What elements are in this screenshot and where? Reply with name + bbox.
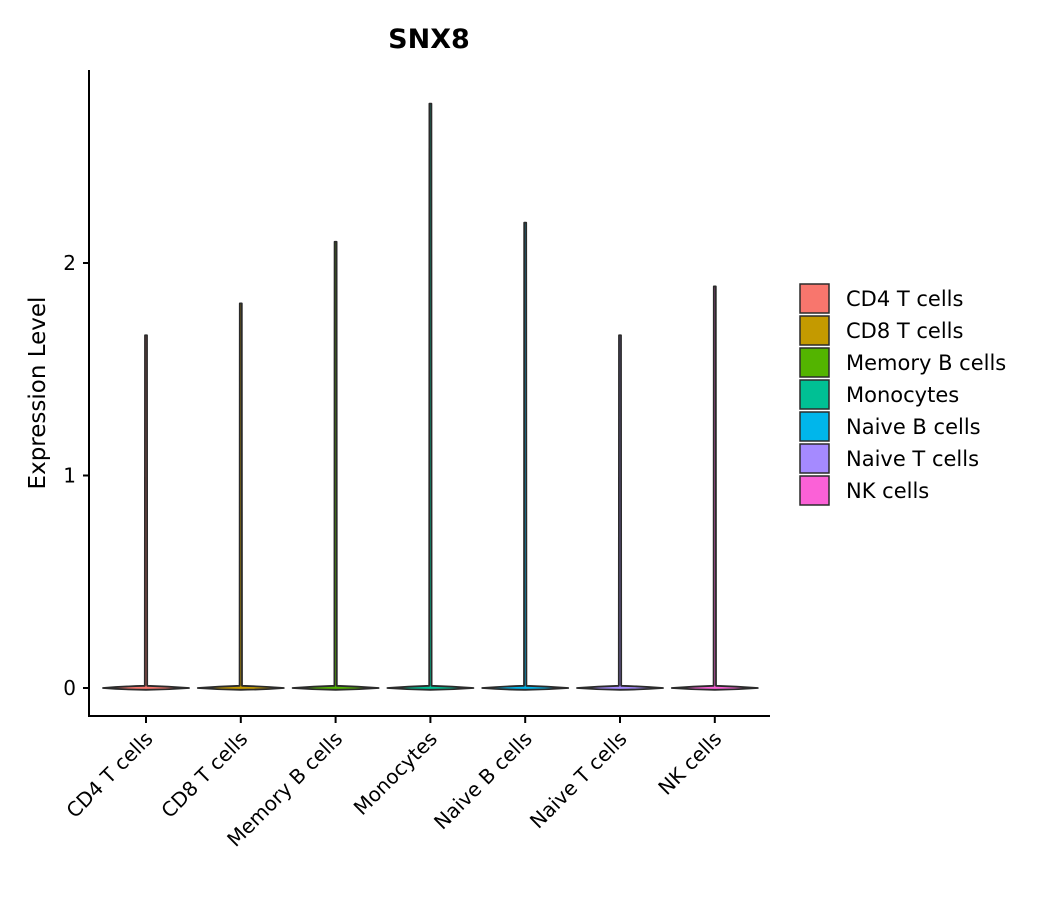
y-axis-ticks: 0 1 2 — [63, 251, 89, 700]
legend-swatch — [799, 347, 830, 378]
legend-item: Memory B cells — [799, 347, 1006, 378]
legend-label: CD8 T cells — [846, 319, 963, 343]
violin-shape — [196, 302, 285, 691]
legend-swatch — [799, 379, 830, 410]
violin-shape — [670, 285, 759, 691]
violin-monocytes — [386, 102, 475, 691]
legend: CD4 T cells CD8 T cells Memory B cells Mono… — [799, 283, 1006, 506]
legend-label: CD4 T cells — [846, 287, 963, 311]
legend-swatch — [799, 283, 830, 314]
violin-naive-t-cells — [576, 334, 664, 691]
legend-label: Monocytes — [846, 383, 959, 407]
chart-title: SNX8 — [388, 24, 470, 55]
x-tick-label: CD4 T cells — [61, 727, 157, 823]
legend-swatch — [799, 315, 830, 346]
violin-cd8-t-cells — [196, 302, 285, 691]
violin-nk-cells — [670, 285, 759, 691]
y-tick-label: 2 — [63, 251, 76, 275]
legend-label: NK cells — [846, 479, 929, 503]
violin-cd4-t-cells — [102, 334, 190, 691]
violin-group — [102, 102, 759, 691]
violin-shape — [291, 240, 380, 691]
legend-item: CD4 T cells — [799, 283, 963, 314]
legend-item: Monocytes — [799, 379, 959, 410]
violin-naive-b-cells — [481, 221, 570, 691]
legend-swatch — [799, 475, 830, 506]
violin-shape — [481, 221, 570, 691]
legend-item: NK cells — [799, 475, 929, 506]
y-tick-label: 0 — [63, 676, 76, 700]
violin-memory-b-cells — [291, 240, 380, 691]
violin-shape — [576, 334, 664, 691]
legend-item: Naive B cells — [799, 411, 981, 442]
legend-label: Naive T cells — [846, 447, 979, 471]
x-tick-label: Monocytes — [349, 727, 442, 820]
x-tick-label: CD8 T cells — [156, 727, 252, 823]
legend-item: Naive T cells — [799, 443, 979, 474]
legend-label: Memory B cells — [846, 351, 1006, 375]
violin-shape — [102, 334, 190, 691]
legend-swatch — [799, 443, 830, 474]
violin-shape — [386, 102, 475, 691]
x-tick-label: Naive B cells — [429, 727, 537, 835]
y-tick-label: 1 — [63, 464, 76, 488]
x-tick-label: NK cells — [653, 727, 726, 800]
legend-swatch — [799, 411, 830, 442]
y-axis-title: Expression Level — [25, 297, 51, 490]
x-tick-label: Naive T cells — [525, 727, 632, 834]
legend-item: CD8 T cells — [799, 315, 963, 346]
legend-label: Naive B cells — [846, 415, 981, 439]
